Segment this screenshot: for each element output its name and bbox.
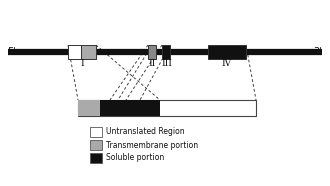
- Text: Transmembrane portion: Transmembrane portion: [106, 140, 198, 150]
- Text: I: I: [80, 59, 84, 68]
- Bar: [90, 153, 102, 163]
- Text: 3': 3': [314, 47, 322, 57]
- Text: II: II: [148, 59, 156, 68]
- Bar: [78, 100, 100, 116]
- Bar: [68, 45, 81, 59]
- Text: IV: IV: [222, 59, 232, 68]
- Bar: [148, 45, 156, 59]
- Bar: [162, 45, 170, 59]
- Text: III: III: [162, 59, 173, 68]
- Text: Soluble portion: Soluble portion: [106, 153, 164, 163]
- Bar: [78, 100, 256, 116]
- Bar: [90, 140, 102, 150]
- Bar: [90, 127, 102, 137]
- Bar: [208, 45, 246, 59]
- Bar: [81, 45, 96, 59]
- Text: 5': 5': [8, 47, 16, 57]
- Bar: [100, 100, 160, 116]
- Text: Untranslated Region: Untranslated Region: [106, 127, 184, 137]
